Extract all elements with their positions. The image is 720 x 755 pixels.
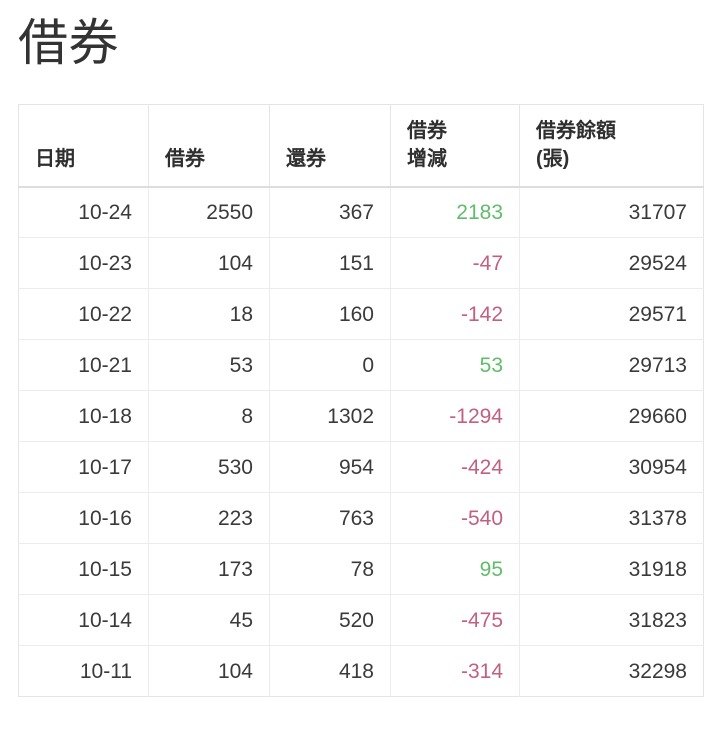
- cell-balance: 29660: [519, 390, 704, 442]
- cell-date: 10-24: [18, 186, 149, 238]
- cell-delta: 53: [390, 339, 520, 391]
- cell-delta: -47: [390, 237, 520, 289]
- cell-return: 160: [269, 288, 391, 340]
- cell-balance: 29571: [519, 288, 704, 340]
- cell-date: 10-11: [18, 645, 149, 697]
- cell-borrow: 18: [148, 288, 270, 340]
- column-header-borrow[interactable]: 借券: [148, 104, 270, 188]
- cell-balance: 32298: [519, 645, 704, 697]
- securities-lending-table: 日期 借券 還券 借券 增減 借券餘額 (張) 10-24 2550 367 2183 3170…: [18, 104, 704, 698]
- column-header-date[interactable]: 日期: [18, 104, 149, 188]
- cell-date: 10-21: [18, 339, 149, 391]
- cell-return: 418: [269, 645, 391, 697]
- cell-delta: -540: [390, 492, 520, 544]
- cell-return: 954: [269, 441, 391, 493]
- table-row[interactable]: 10-17 530 954 -424 30954: [18, 441, 704, 493]
- cell-return: 0: [269, 339, 391, 391]
- cell-delta: -142: [390, 288, 520, 340]
- column-header-return[interactable]: 還券: [269, 104, 391, 188]
- cell-delta: -424: [390, 441, 520, 493]
- cell-return: 763: [269, 492, 391, 544]
- column-header-delta[interactable]: 借券 增減: [390, 104, 520, 188]
- table-row[interactable]: 10-24 2550 367 2183 31707: [18, 186, 704, 238]
- cell-return: 78: [269, 543, 391, 595]
- cell-return: 520: [269, 594, 391, 646]
- cell-date: 10-14: [18, 594, 149, 646]
- table-container: 日期 借券 還券 借券 增減 借券餘額 (張) 10-24 2550 367 2183 3170…: [18, 104, 704, 698]
- table-row[interactable]: 10-22 18 160 -142 29571: [18, 288, 704, 340]
- cell-borrow: 223: [148, 492, 270, 544]
- cell-balance: 31707: [628, 201, 687, 225]
- table-row[interactable]: 10-14 45 520 -475 31823: [18, 594, 704, 646]
- table-row[interactable]: 10-21 53 0 53 29713: [18, 339, 704, 391]
- cell-date: 10-18: [18, 390, 149, 442]
- cell-delta: -1294: [390, 390, 520, 442]
- cell-borrow: 2550: [148, 186, 270, 238]
- cell-borrow: 45: [148, 594, 270, 646]
- page-title: 借券: [18, 15, 119, 71]
- table-row[interactable]: 10-23 104 151 -47 29524: [18, 237, 704, 289]
- table-row[interactable]: 10-15 173 78 95 31918: [18, 543, 704, 595]
- table-row[interactable]: 10-16 223 763 -540 31378: [18, 492, 704, 544]
- column-header-balance[interactable]: 借券餘額 (張): [519, 104, 704, 188]
- cell-borrow: 53: [148, 339, 270, 391]
- cell-delta: -475: [390, 594, 520, 646]
- cell-balance: 29713: [519, 339, 704, 391]
- cell-balance: 31918: [519, 543, 704, 595]
- cell-borrow: 104: [148, 645, 270, 697]
- table-row[interactable]: 10-11 104 418 -314 32298: [18, 645, 704, 697]
- cell-date: 10-22: [18, 288, 149, 340]
- cell-delta: 95: [390, 543, 520, 595]
- cell-balance: 30954: [519, 441, 704, 493]
- cell-return: 1302: [269, 390, 391, 442]
- cell-borrow: 173: [148, 543, 270, 595]
- cell-return: 151: [269, 237, 391, 289]
- cell-date: 10-23: [18, 237, 149, 289]
- cell-balance: 29524: [519, 237, 704, 289]
- cell-delta: 2183: [390, 186, 520, 238]
- table-header: 日期 借券 還券 借券 增減 借券餘額 (張): [18, 104, 704, 188]
- cell-date: 10-17: [18, 441, 149, 493]
- cell-borrow: 530: [148, 441, 270, 493]
- cell-borrow: 104: [148, 237, 270, 289]
- cell-return: 367: [269, 186, 391, 238]
- table-row[interactable]: 10-18 8 1302 -1294 29660: [18, 390, 704, 442]
- cell-balance: 31823: [519, 594, 704, 646]
- cell-delta: -314: [390, 645, 520, 697]
- table-header-row: 日期 借券 還券 借券 增減 借券餘額 (張): [18, 104, 704, 188]
- cell-date: 10-16: [18, 492, 149, 544]
- table-body: 10-24 2550 367 2183 31707 10-23 104 151 -47 29524…: [18, 186, 704, 697]
- cell-balance: 31378: [519, 492, 704, 544]
- cell-borrow: 8: [148, 390, 270, 442]
- cell-date: 10-15: [18, 543, 149, 595]
